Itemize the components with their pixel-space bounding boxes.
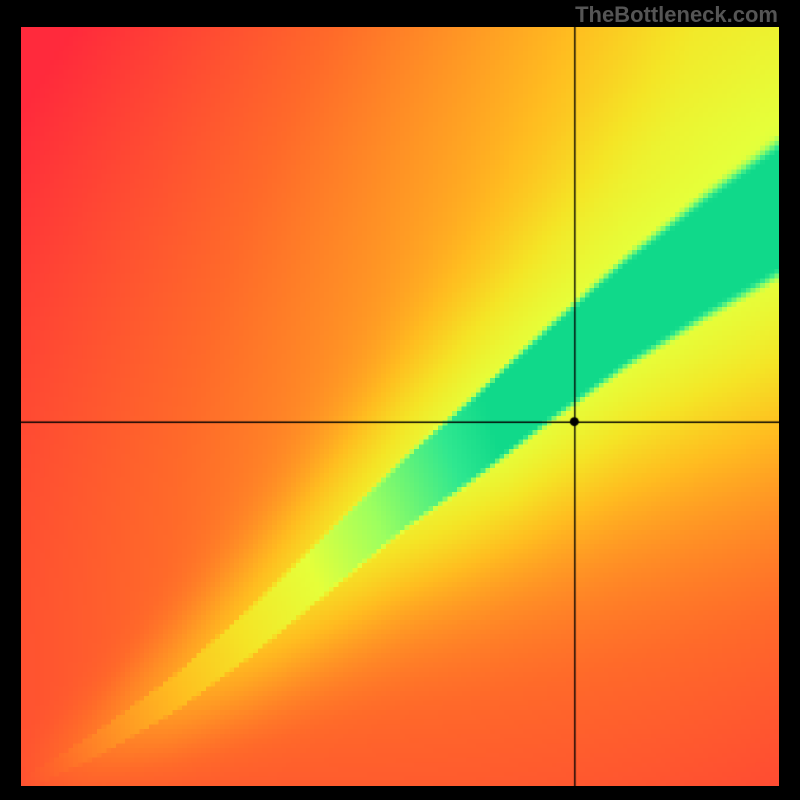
- watermark-label: TheBottleneck.com: [575, 2, 778, 28]
- crosshair-overlay: [21, 27, 779, 786]
- chart-container: TheBottleneck.com: [0, 0, 800, 800]
